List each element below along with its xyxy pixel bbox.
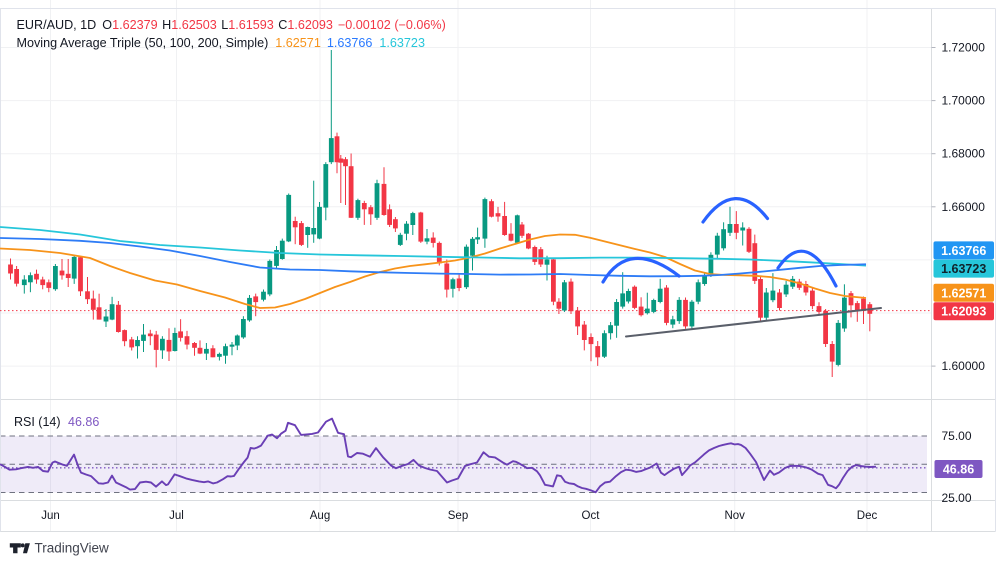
svg-text:Moving Average Triple (50, 100: Moving Average Triple (50, 100, 200, Sim… [17, 36, 425, 50]
svg-text:75.00: 75.00 [942, 429, 972, 443]
svg-text:RSI (14) 46.86: RSI (14) 46.86 [14, 415, 99, 429]
svg-text:TradingView: TradingView [35, 541, 110, 556]
svg-text:Jul: Jul [169, 510, 184, 522]
svg-text:46.86: 46.86 [943, 463, 974, 477]
svg-text:1.70000: 1.70000 [942, 94, 986, 108]
svg-text:Jun: Jun [41, 510, 60, 522]
svg-text:25.00: 25.00 [942, 491, 972, 505]
svg-text:Aug: Aug [310, 510, 330, 522]
svg-text:1.60000: 1.60000 [942, 359, 986, 373]
svg-text:Dec: Dec [857, 510, 878, 522]
svg-text:1.72000: 1.72000 [942, 41, 986, 55]
svg-text:1.62093: 1.62093 [941, 305, 986, 319]
svg-text:1.63723: 1.63723 [941, 262, 986, 276]
svg-text:Oct: Oct [582, 510, 601, 522]
svg-text:Sep: Sep [448, 510, 468, 522]
svg-text:1.62571: 1.62571 [941, 286, 986, 300]
svg-text:1.66000: 1.66000 [942, 200, 986, 214]
svg-text:1.63766: 1.63766 [941, 244, 986, 258]
svg-text:Nov: Nov [724, 510, 745, 522]
svg-text:1.68000: 1.68000 [942, 147, 986, 161]
